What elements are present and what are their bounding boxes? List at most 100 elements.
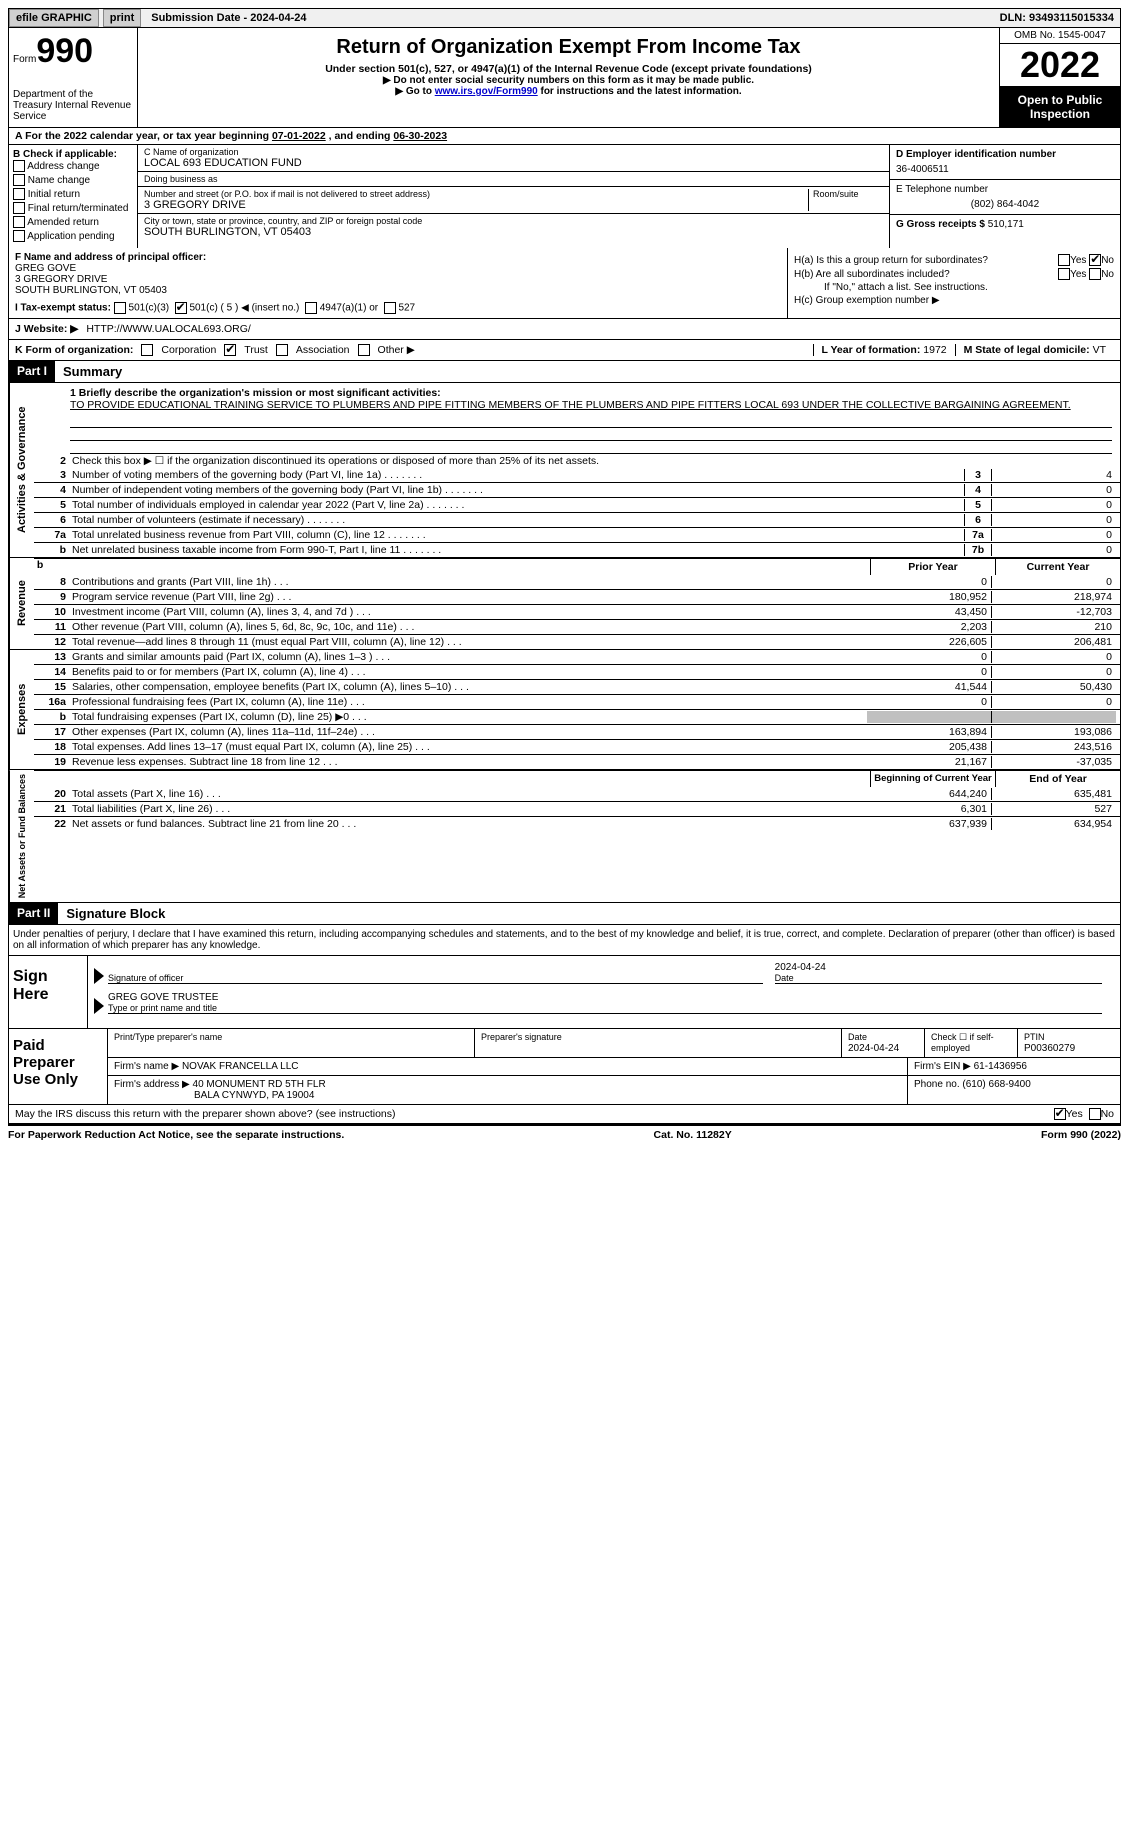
vtab-exp: Expenses [9,650,34,769]
ha-yes: Yes [1070,255,1086,266]
q1-text: TO PROVIDE EDUCATIONAL TRAINING SERVICE … [70,399,1071,411]
section-bcd: B Check if applicable: Address change Na… [8,145,1121,248]
form-title: Return of Organization Exempt From Incom… [142,36,995,59]
type-name-label: Type or print name and title [108,1003,1102,1013]
cb-discuss-yes[interactable] [1054,1108,1066,1120]
cb-address-change[interactable]: Address change [13,160,133,174]
hb-yes: Yes [1070,269,1086,280]
phone-lbl: Phone no. [914,1079,960,1090]
summary-line: 10Investment income (Part VIII, column (… [34,604,1120,619]
cb-trust[interactable] [224,344,236,356]
summary-line: 11Other revenue (Part VIII, column (A), … [34,619,1120,634]
summary-line: 19Revenue less expenses. Subtract line 1… [34,754,1120,769]
c-name-label: C Name of organization [144,147,883,157]
note-ssn: ▶ Do not enter social security numbers o… [142,75,995,86]
sig-date: 2024-04-24 [775,962,1102,973]
cb-hb-no[interactable] [1089,268,1101,280]
cb-name-change[interactable]: Name change [13,174,133,188]
cb-501c3[interactable] [114,302,126,314]
part2-tag: Part II [9,903,58,924]
hc-label: H(c) Group exemption number ▶ [794,295,940,306]
prep-ptin: P00360279 [1024,1043,1075,1054]
part2-header: Part II Signature Block [8,903,1121,925]
firm-name-lbl: Firm's name ▶ [114,1061,179,1072]
arrow-icon [94,998,104,1014]
submission-date: Submission Date - 2024-04-24 [145,10,312,26]
cb-final-return[interactable]: Final return/terminated [13,202,133,216]
col-d: D Employer identification number 36-4006… [889,145,1120,248]
i-label: I Tax-exempt status: [15,303,111,314]
k-label: K Form of organization: [15,344,133,356]
cb-501c[interactable] [175,302,187,314]
header-left: Form990 Department of the Treasury Inter… [9,28,138,127]
sig-date-label: Date [775,973,1102,983]
bottom-line: For Paperwork Reduction Act Notice, see … [8,1124,1121,1144]
form-subtitle: Under section 501(c), 527, or 4947(a)(1)… [142,63,995,75]
cb-ha-no[interactable] [1089,254,1101,266]
footer-q-text: May the IRS discuss this return with the… [15,1108,1054,1120]
c-city-label: City or town, state or province, country… [144,216,883,226]
rule1 [70,415,1112,428]
summary-line: 21Total liabilities (Part X, line 26) . … [34,801,1120,816]
form-header: Form990 Department of the Treasury Inter… [8,28,1121,128]
cb-4947[interactable] [305,302,317,314]
summary-line: 16aProfessional fundraising fees (Part I… [34,694,1120,709]
officer-name: GREG GOVE TRUSTEE [108,992,1102,1003]
d-ein-label: D Employer identification number [896,149,1114,160]
i-o4: 527 [398,303,415,314]
cb-hb-yes[interactable] [1058,268,1070,280]
col-headers-na: Beginning of Current Year End of Year [34,770,1120,787]
cb-527[interactable] [384,302,396,314]
a-end: 06-30-2023 [393,130,447,142]
form-label: Form [13,54,36,65]
k-o3: Association [296,344,350,356]
prep-date: 2024-04-24 [848,1043,899,1054]
hb-note: If "No," attach a list. See instructions… [824,282,1114,293]
m-val: VT [1093,344,1106,356]
cb-amended[interactable]: Amended return [13,216,133,230]
cb-initial-return[interactable]: Initial return [13,188,133,202]
note-goto-post: for instructions and the latest informat… [538,86,742,97]
rule2 [70,428,1112,441]
vtab-ag: Activities & Governance [9,383,34,557]
paid-preparer: Paid Preparer Use Only Print/Type prepar… [8,1029,1121,1105]
cb-assoc[interactable] [276,344,288,356]
hdr-prior: Prior Year [870,559,995,575]
row-a-taxyear: A For the 2022 calendar year, or tax yea… [8,128,1121,145]
irs-link[interactable]: www.irs.gov/Form990 [435,86,538,97]
part1-header: Part I Summary [8,361,1121,383]
prep-h5-lbl: PTIN [1024,1032,1045,1042]
cb-app-pending[interactable]: Application pending [13,230,133,244]
firm-addr1: 40 MONUMENT RD 5TH FLR [193,1079,326,1090]
cb-ha-yes[interactable] [1058,254,1070,266]
hb-label: H(b) Are all subordinates included? [794,269,1058,280]
f-label: F Name and address of principal officer: [15,252,781,263]
cb-discuss-no[interactable] [1089,1108,1101,1120]
col-f: F Name and address of principal officer:… [9,248,787,318]
firm-ein: 61-1436956 [974,1061,1027,1072]
section-k: K Form of organization: Corporation Trus… [8,340,1121,361]
hdr-begin: Beginning of Current Year [870,771,995,787]
k-o4: Other ▶ [378,344,415,356]
summary-line: 8Contributions and grants (Part VIII, li… [34,575,1120,589]
org-city: SOUTH BURLINGTON, VT 05403 [144,226,883,238]
top-bar: efile GRAPHIC print Submission Date - 20… [8,8,1121,28]
cb-other[interactable] [358,344,370,356]
footer-no: No [1101,1108,1114,1120]
note-goto-pre: ▶ Go to [395,86,434,97]
j-website: HTTP://WWW.UALOCAL693.ORG/ [86,323,251,335]
section-fh: F Name and address of principal officer:… [8,248,1121,319]
efile-button[interactable]: efile GRAPHIC [9,9,99,27]
part1-tag: Part I [9,361,55,382]
col-h: H(a) Is this a group return for subordin… [787,248,1120,318]
prep-h1: Print/Type preparer's name [114,1032,468,1042]
cb-corp[interactable] [141,344,153,356]
summary-line: 14Benefits paid to or for members (Part … [34,664,1120,679]
ha-label: H(a) Is this a group return for subordin… [794,255,1058,266]
prep-h3-lbl: Date [848,1032,867,1042]
q2: Check this box ▶ ☐ if the organization d… [72,455,1116,467]
summary-line: 13Grants and similar amounts paid (Part … [34,650,1120,664]
print-button[interactable]: print [103,9,141,27]
c-addr-label: Number and street (or P.O. box if mail i… [144,189,808,199]
open-inspection: Open to Public Inspection [1000,87,1120,127]
